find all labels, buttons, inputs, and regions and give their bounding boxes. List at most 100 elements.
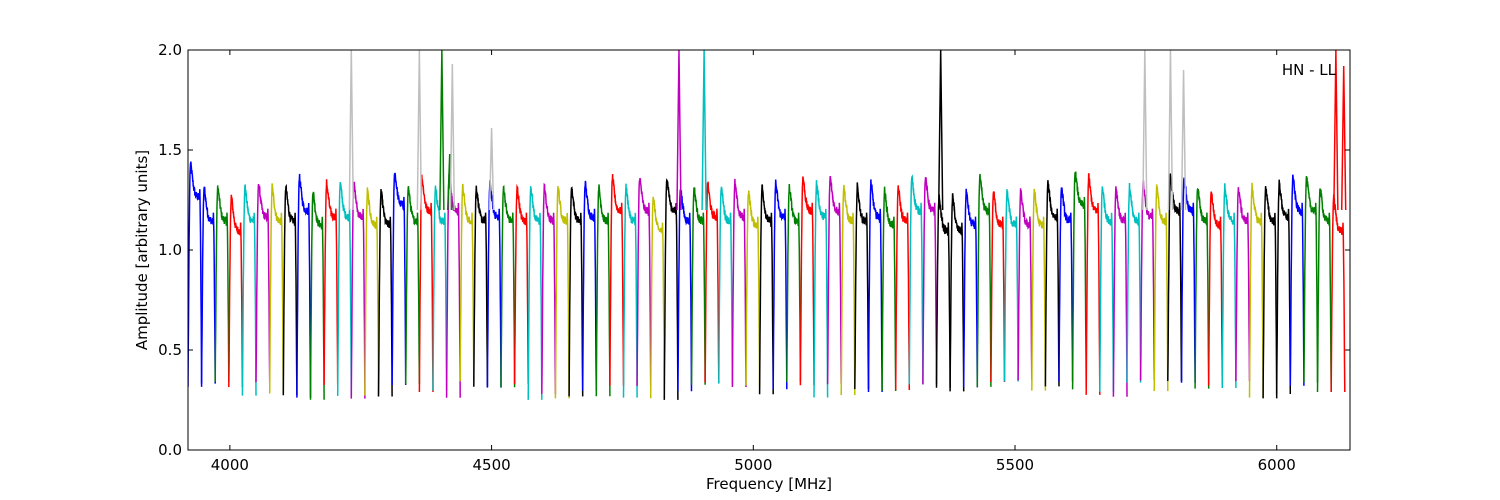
y-axis-label: Amplitude [arbitrary units] (133, 150, 151, 350)
y-tick-label: 0.0 (158, 441, 182, 459)
channel-series-line (1017, 188, 1033, 381)
channel-series-line (1099, 186, 1115, 392)
channel-series-line (309, 191, 325, 400)
channel-series-line (188, 161, 203, 387)
channel-series-line (990, 191, 1006, 383)
spike-mark (701, 50, 707, 211)
channel-series-line (581, 180, 598, 391)
y-tick-label: 2.0 (158, 41, 182, 59)
spike-mark (416, 50, 423, 211)
channel-series-line (541, 182, 557, 395)
channel-series-line (595, 184, 611, 397)
channel-series-line (459, 183, 475, 382)
channel-series-line (364, 187, 380, 396)
channel-series-line (1316, 188, 1332, 393)
x-tick-label: 5000 (734, 456, 772, 474)
channel-series-line (1221, 183, 1237, 389)
channel-series-line (663, 178, 679, 400)
channel-series-line (527, 186, 543, 400)
channel-series-line (718, 186, 734, 384)
channel-series-line (731, 178, 747, 388)
channel-series-line (867, 179, 883, 393)
channel-series-line (636, 177, 652, 387)
channel-series-line (282, 183, 298, 396)
channel-series-line (200, 186, 216, 384)
channel-series-line (826, 175, 842, 385)
channel-series-line (786, 183, 802, 382)
channel-series-line (813, 180, 829, 398)
channel-series-line (1153, 184, 1169, 392)
spike-mark (676, 50, 682, 211)
channel-series-line (513, 183, 529, 385)
y-axis-ticks: 0.0 0.5 1.0 1.5 2.0 (158, 41, 1350, 459)
channel-series-line (1235, 187, 1251, 382)
channel-series-line (228, 194, 244, 388)
channel-series-line (268, 183, 285, 394)
channel-series-line (377, 188, 393, 397)
x-tick-label: 4500 (472, 456, 510, 474)
channel-series-line (649, 196, 666, 399)
spike-mark (449, 63, 456, 211)
channel-series-line (1058, 187, 1074, 382)
channel-series-line (336, 181, 353, 396)
channel-series-line (500, 184, 516, 388)
channel-series-line (1262, 186, 1278, 399)
channel-series-line (1303, 176, 1319, 383)
chart-annotation: HN - LL (1282, 61, 1337, 79)
channel-series-line (1085, 173, 1101, 395)
spike-mark (348, 50, 355, 211)
channel-series-line (241, 184, 257, 396)
channel-series-line (772, 179, 788, 390)
channel-series-line (949, 193, 965, 392)
spike-mark (1167, 50, 1174, 211)
channel-series-line (473, 185, 489, 387)
channel-series-line (1003, 189, 1019, 382)
spike-mark (937, 50, 944, 211)
channel-series-line (1126, 182, 1142, 383)
y-tick-label: 0.5 (158, 341, 182, 359)
channel-series-line (881, 186, 897, 392)
spike-mark (1142, 50, 1148, 211)
x-axis-label: Frequency [MHz] (706, 475, 832, 493)
plot-area (188, 50, 1350, 450)
channel-series-line (568, 186, 584, 397)
channel-series-line (1275, 179, 1292, 395)
channel-series-line (962, 188, 979, 388)
channel-series-line (404, 185, 421, 385)
channel-series-line (296, 173, 312, 398)
channel-series-line (745, 190, 761, 386)
channel-series-line (1071, 171, 1087, 390)
x-axis-ticks: 4000 4500 5000 5500 6000 (211, 50, 1296, 474)
channel-series-line (391, 172, 407, 386)
channel-series-line (432, 185, 448, 391)
channel-series-line (214, 185, 230, 382)
x-tick-label: 4000 (211, 456, 249, 474)
channel-series-line (1044, 180, 1060, 387)
x-tick-label: 5500 (996, 456, 1034, 474)
channel-series-line (840, 184, 856, 396)
x-tick-label: 6000 (1258, 456, 1296, 474)
series-layer (188, 161, 1346, 400)
channel-series-line (1248, 182, 1264, 398)
spike-layer (348, 50, 1347, 211)
channel-series-line (554, 186, 570, 399)
channel-series-line (622, 183, 638, 398)
channel-series-line (1031, 188, 1047, 391)
channel-series-line (609, 173, 625, 386)
y-tick-label: 1.0 (158, 241, 182, 259)
channel-series-line (1112, 186, 1128, 397)
channel-series-line (854, 182, 870, 390)
channel-series-line (1180, 177, 1196, 383)
channel-series-line (1194, 187, 1210, 389)
channel-series-line (922, 177, 938, 385)
channel-series-line (1207, 191, 1224, 386)
channel-series-line (1167, 173, 1183, 382)
channel-series-line (690, 187, 706, 385)
channel-series-line (704, 181, 720, 383)
spike-mark (439, 50, 445, 211)
channel-series-line (758, 184, 774, 395)
spike-mark (1340, 65, 1347, 211)
y-tick-label: 1.5 (158, 141, 182, 159)
spike-mark (1180, 69, 1187, 211)
